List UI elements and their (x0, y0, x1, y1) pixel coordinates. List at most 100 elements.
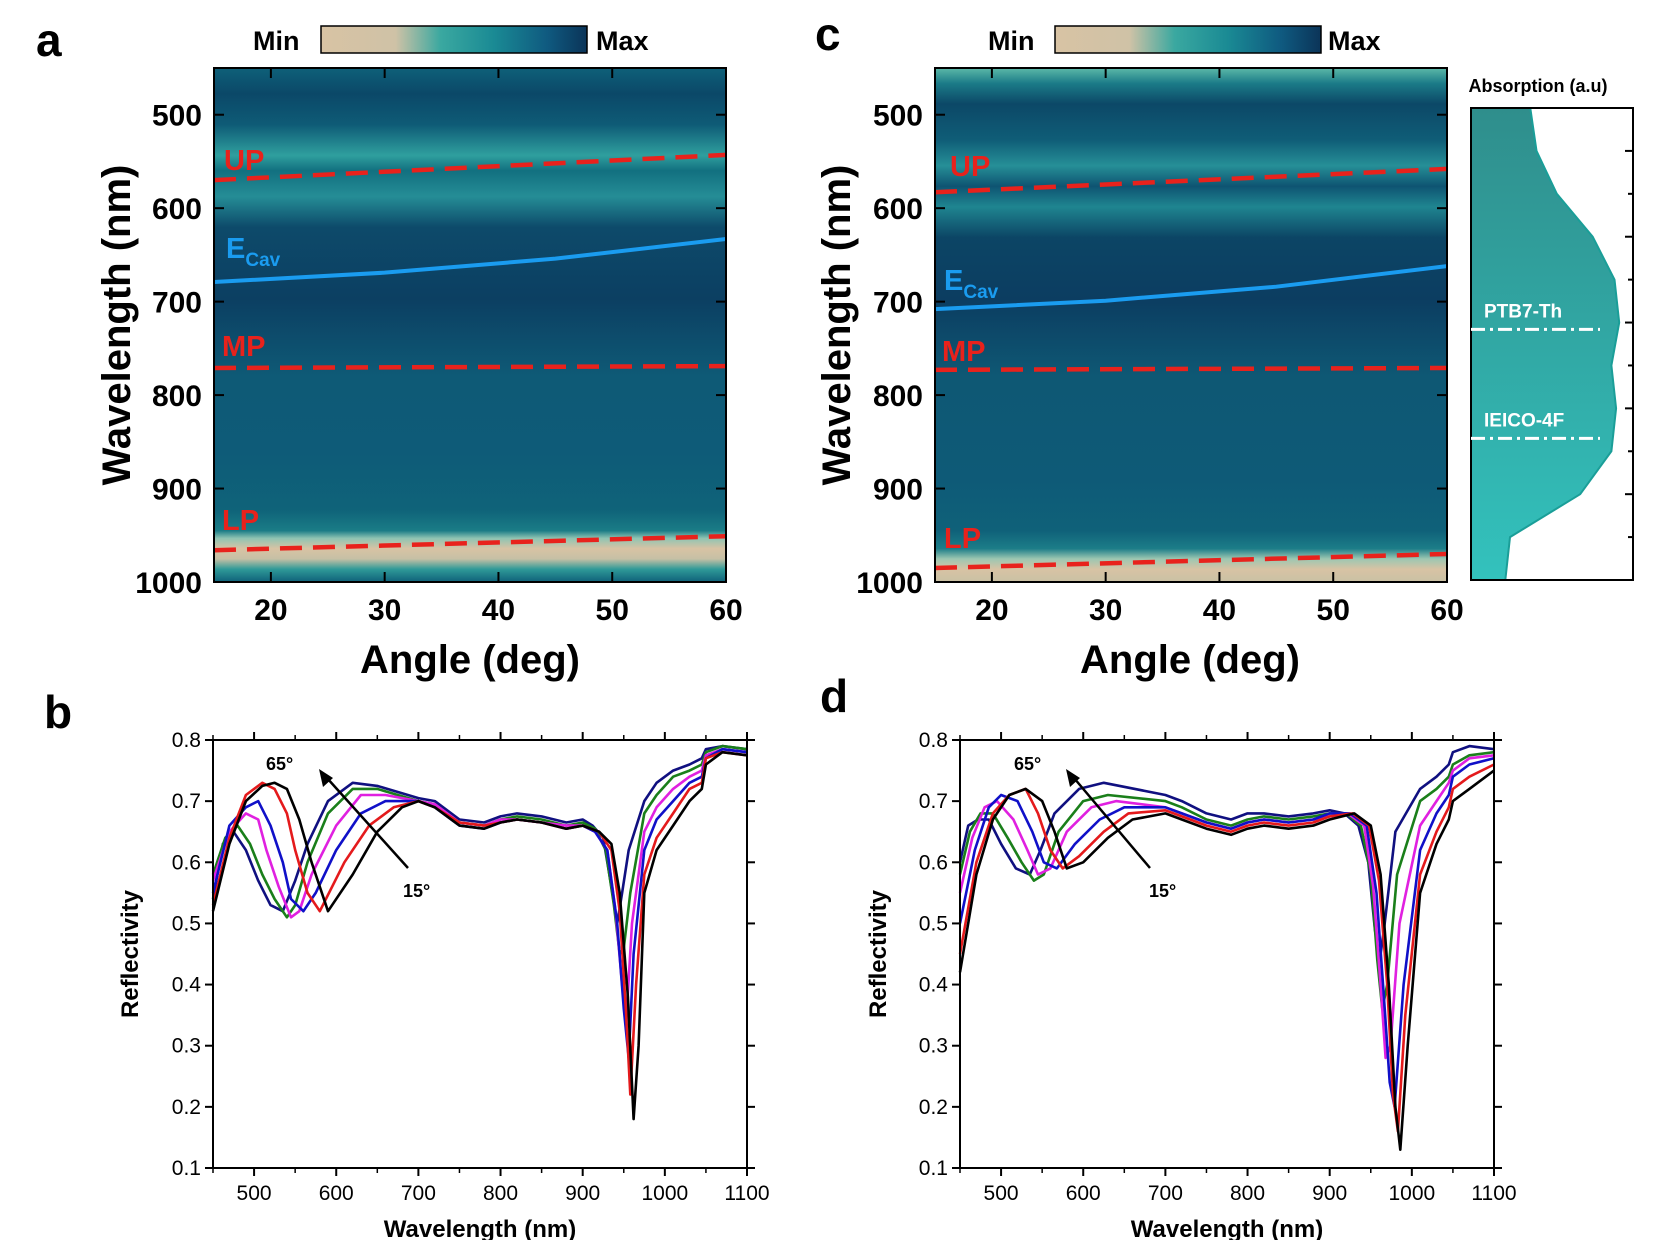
chart-d-xtick-label: 900 (1312, 1182, 1347, 1205)
absorption-panel: Absorption (a.u) PTB7-Th IEICO-4F (1469, 76, 1634, 581)
chart-b-ytick-label: 0.7 (172, 790, 201, 813)
colorbar-a-gradient (320, 25, 588, 54)
chart-d-arrowhead-icon (1066, 769, 1080, 787)
heatmap-c-xtick-label: 20 (975, 594, 1008, 627)
chart-d-series-25deg (958, 763, 1495, 1133)
label-a-ecav: ECav (226, 233, 281, 271)
chart-b-series-55deg (211, 744, 748, 956)
chart-b-ytick-label: 0.8 (172, 729, 201, 752)
reflectivity-chart-d: 500 600 700 800 900 1000 1100 0.1 0.2 0.3 0.4 0.5 0.… (865, 729, 1517, 1240)
heatmap-a-line-mp (214, 363, 726, 371)
heatmap-c-frame (934, 67, 1448, 583)
heatmap-a-xlabel: Angle (deg) (360, 638, 580, 682)
heatmap-c-xtick-label: 60 (1430, 594, 1463, 627)
ptb7-th-label: PTB7-Th (1484, 301, 1562, 322)
heatmap-c-xtick-label: 40 (1203, 594, 1236, 627)
heatmap-c-line-up (935, 166, 1447, 195)
heatmap-a-xtick-label: 30 (368, 594, 401, 627)
colorbar-c: Min Max (988, 25, 1381, 56)
chart-d-xtick-label: 1000 (1388, 1182, 1435, 1205)
heatmap-a-line-lp (214, 533, 726, 553)
chart-b-ytick-label: 0.4 (172, 974, 202, 997)
heatmap-c-ytick-label: 500 (873, 100, 923, 133)
label-c-ecav: ECav (944, 265, 999, 303)
ieico-4f-label: IEICO-4F (1484, 410, 1564, 431)
chart-d-frame (959, 739, 1495, 1169)
chart-b-xtick-label: 600 (319, 1182, 354, 1205)
heatmap-c-ytick-label: 800 (873, 380, 923, 413)
absorption-ticks (1625, 149, 1633, 581)
heatmap-c-ytick-label: 600 (873, 193, 923, 226)
absorption-frame (1470, 107, 1634, 581)
heatmap-a-ytick-label: 1000 (135, 567, 202, 600)
heatmap-c-line-e-cav (935, 264, 1447, 312)
colorbar-c-min-label: Min (988, 26, 1035, 56)
heatmap-a-xtick-label: 40 (482, 594, 515, 627)
heatmap-a-lines (214, 152, 726, 553)
heatmap-c-field (935, 68, 1447, 582)
heatmap-c-line-lp (935, 551, 1447, 571)
heatmap-c-axes: 20 30 40 50 60 500 600 700 800 900 1000 (856, 68, 1464, 627)
label-c-up: UP (950, 151, 990, 183)
heatmap-a-ytick-label: 800 (152, 380, 202, 413)
chart-b-xtick-label: 1000 (641, 1182, 688, 1205)
heatmap-c-ylabel: Wavelength (nm) (815, 165, 859, 486)
chart-d-annotation-15: 15° (1149, 881, 1176, 901)
chart-d-ytick-label: 0.4 (919, 974, 949, 997)
label-a-ecav-main: E (226, 233, 245, 265)
colorbar-c-gradient (1054, 25, 1322, 54)
chart-d-series-15deg (958, 769, 1495, 1151)
chart-d-xtick-label: 500 (984, 1182, 1019, 1205)
heatmap-c-line-mp (935, 365, 1447, 373)
chart-d-series-55deg (958, 750, 1495, 1011)
chart-d-ytick-label: 0.2 (919, 1096, 948, 1119)
heatmap-a-ytick-label: 900 (152, 474, 202, 507)
chart-b-ytick-label: 0.2 (172, 1096, 201, 1119)
colorbar-a-min-label: Min (253, 26, 300, 56)
chart-d-angle-arrow (1073, 777, 1151, 869)
label-a-lp: LP (222, 505, 259, 537)
heatmap-a-xtick-label: 20 (254, 594, 287, 627)
chart-d-series-35deg (958, 757, 1495, 1109)
heatmap-a-line-up (214, 152, 726, 183)
chart-b-xlabel: Wavelength (nm) (384, 1216, 576, 1240)
chart-d-ytick-label: 0.3 (919, 1035, 948, 1058)
heatmap-a-ytick-label: 500 (152, 100, 202, 133)
chart-b-ytick-label: 0.5 (172, 912, 201, 935)
label-a-mp: MP (222, 331, 266, 363)
heatmap-c-xtick-label: 30 (1089, 594, 1122, 627)
heatmap-c-ytick-label: 1000 (856, 567, 923, 600)
label-c-lp: LP (944, 523, 981, 555)
chart-b-series-15deg (211, 750, 748, 1121)
heatmap-a-axes: 20 30 40 50 60 500 600 700 800 900 1000 (135, 68, 743, 627)
heatmap-a-ytick-label: 600 (152, 193, 202, 226)
chart-b-frame (212, 739, 748, 1169)
absorption-area (1470, 107, 1621, 581)
label-c-ecav-main: E (944, 265, 963, 297)
label-c-mp: MP (942, 336, 986, 368)
heatmap-c-xlabel: Angle (deg) (1080, 638, 1300, 682)
label-a-ecav-sub: Cav (245, 250, 280, 271)
colorbar-c-max-label: Max (1328, 26, 1381, 56)
label-a-up: UP (224, 145, 264, 177)
heatmap-c: 20 30 40 50 60 500 600 700 800 900 1000 UP ECav MP… (815, 67, 1464, 682)
chart-d-ytick-label: 0.5 (919, 912, 948, 935)
chart-b-xtick-label: 1100 (724, 1182, 769, 1205)
chart-d-xtick-label: 700 (1148, 1182, 1183, 1205)
chart-d-xtick-label: 1100 (1471, 1182, 1516, 1205)
heatmap-a-frame (213, 67, 727, 583)
chart-b-angle-arrow (326, 777, 409, 869)
chart-b-axes: 500 600 700 800 900 1000 1100 0.1 0.2 0.3 0.4 0.5 0.… (172, 729, 770, 1205)
chart-b-annotation-15: 15° (403, 881, 430, 901)
chart-b-xtick-label: 500 (237, 1182, 272, 1205)
absorption-title: Absorption (a.u) (1469, 76, 1608, 96)
chart-b-ytick-label: 0.1 (172, 1157, 201, 1180)
heatmap-c-ytick-label: 700 (873, 287, 923, 320)
heatmap-a-xtick-label: 50 (596, 594, 629, 627)
chart-d-xlabel: Wavelength (nm) (1131, 1216, 1323, 1240)
panel-label-a: a (36, 14, 62, 66)
heatmap-a-ytick-label: 700 (152, 287, 202, 320)
chart-d-xtick-label: 600 (1066, 1182, 1101, 1205)
panel-label-c: c (815, 8, 841, 60)
